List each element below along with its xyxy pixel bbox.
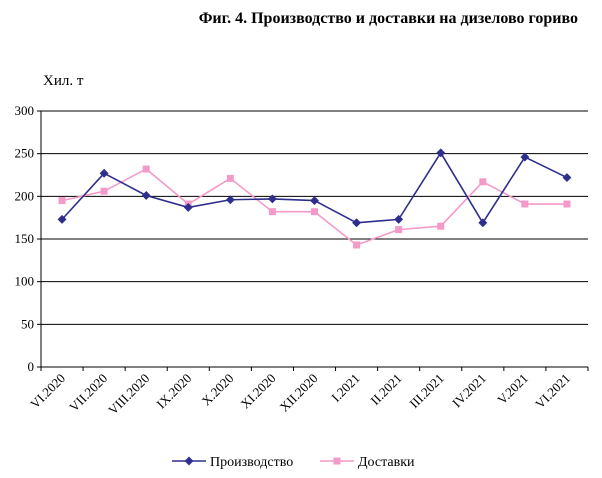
x-tick-label: VI.2021 xyxy=(532,371,573,412)
x-tick-label: X.2020 xyxy=(199,371,237,409)
x-tick-label: VIII.2020 xyxy=(105,371,152,418)
data-point xyxy=(520,152,530,162)
data-point xyxy=(437,222,445,230)
series-group xyxy=(57,148,572,249)
data-point xyxy=(309,196,320,206)
data-point xyxy=(521,200,529,208)
legend-item: Производство xyxy=(172,455,293,470)
data-point xyxy=(394,214,404,224)
x-tick-label: XII.2020 xyxy=(277,371,321,415)
data-point xyxy=(267,194,277,204)
x-tick-label: V.2021 xyxy=(494,371,531,408)
data-point xyxy=(311,208,318,216)
legend-square-marker xyxy=(333,457,341,465)
data-point xyxy=(478,218,488,228)
gridlines xyxy=(41,110,588,325)
y-tick-label: 50 xyxy=(21,316,34,331)
y-tick-label: 200 xyxy=(15,188,35,203)
data-point xyxy=(225,195,235,205)
data-point xyxy=(58,197,66,205)
data-point xyxy=(141,190,151,201)
data-point xyxy=(352,218,362,228)
legend-diamond-marker xyxy=(184,456,194,466)
legend: Производство Доставки xyxy=(172,455,415,470)
y-axis-unit-label: Хил. т xyxy=(43,73,84,89)
data-point xyxy=(562,173,572,183)
y-tick-label: 0 xyxy=(28,359,35,374)
x-tick-label: XI.2020 xyxy=(238,371,279,412)
legend-item: Доставки xyxy=(320,455,415,470)
y-tick-labels: 0 50 100 150 200 250 300 xyxy=(15,103,35,374)
data-point xyxy=(436,148,446,158)
legend-label: Производство xyxy=(210,455,293,470)
y-tick-label: 150 xyxy=(15,231,35,246)
data-point xyxy=(57,214,67,224)
data-point xyxy=(100,187,108,195)
chart-title: Фиг. 4. Производство и доставки на дизел… xyxy=(198,10,578,27)
data-point xyxy=(142,165,150,173)
axes xyxy=(37,110,589,371)
y-tick-label: 100 xyxy=(15,274,35,289)
data-point xyxy=(99,168,109,178)
data-point xyxy=(353,241,361,249)
series-deliveries xyxy=(58,165,571,249)
x-tick-label: II.2021 xyxy=(367,371,404,408)
series-production xyxy=(57,148,572,228)
data-point xyxy=(226,174,234,182)
y-tick-label: 250 xyxy=(15,146,35,161)
data-point xyxy=(395,226,403,234)
x-tick-label: IV.2021 xyxy=(449,371,489,411)
x-tick-label: III.2021 xyxy=(406,371,446,411)
y-tick-label: 300 xyxy=(15,103,35,118)
data-point xyxy=(183,202,193,212)
legend-label: Доставки xyxy=(358,455,415,470)
x-tick-label: VII.2020 xyxy=(66,371,110,415)
x-tick-label: IX.2020 xyxy=(153,371,194,412)
series-line xyxy=(61,168,567,246)
data-point xyxy=(479,178,487,186)
data-point xyxy=(268,208,276,216)
data-point xyxy=(563,200,571,208)
x-tick-label: I.2021 xyxy=(328,371,362,405)
x-tick-label: VI.2020 xyxy=(27,371,68,412)
